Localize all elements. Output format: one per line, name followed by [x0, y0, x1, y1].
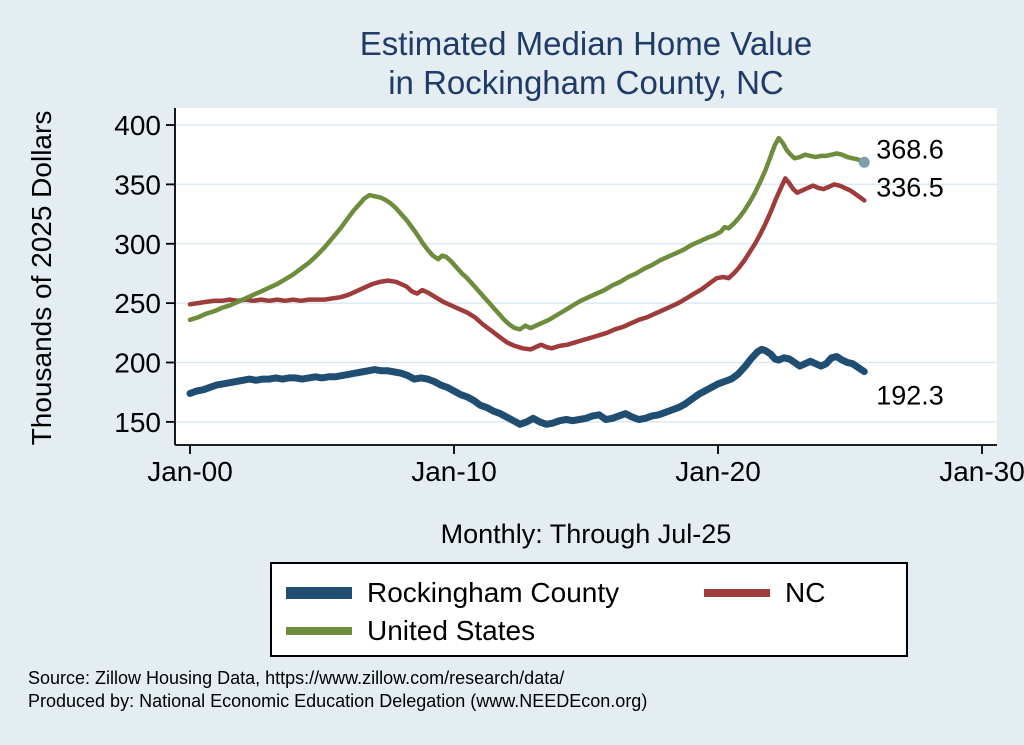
source-line: Source: Zillow Housing Data, https://www… — [28, 668, 565, 688]
series-line-rockingham-county — [186, 345, 868, 428]
plot-area — [175, 108, 997, 445]
legend-swatch-rockingham-county — [286, 587, 352, 599]
x-tick-label: Jan-20 — [675, 456, 761, 487]
x-tick-label: Jan-00 — [147, 456, 233, 487]
x-axis-subtitle: Monthly: Through Jul-25 — [440, 519, 732, 549]
chart-title-line1: Estimated Median Home Value — [359, 25, 813, 62]
y-tick-label: 250 — [114, 288, 161, 319]
legend-item-rockingham-county: Rockingham County — [286, 577, 619, 608]
legend-label-nc: NC — [785, 577, 826, 608]
series-end-marker — [858, 156, 870, 168]
legend-item-nc: NC — [704, 577, 825, 608]
y-axis-title: Thousands of 2025 Dollars — [26, 110, 57, 446]
source-attribution: Source: Zillow Housing Data, https://www… — [28, 667, 1008, 713]
series-end-label: 192.3 — [876, 381, 944, 411]
y-tick-label: 300 — [114, 229, 161, 260]
chart-legend: Rockingham County NC United States — [270, 562, 908, 657]
y-tick-label: 200 — [114, 348, 161, 379]
chart-title: Estimated Median Home Value in Rockingha… — [175, 24, 997, 102]
legend-label-united-states: United States — [367, 615, 536, 646]
series-end-label: 336.5 — [876, 172, 944, 202]
x-tick-label: Jan-10 — [411, 456, 497, 487]
produced-by-line: Produced by: National Economic Education… — [28, 691, 648, 711]
y-tick-label: 400 — [114, 110, 161, 141]
series-end-label: 368.6 — [876, 134, 944, 164]
y-tick-label: 350 — [114, 169, 161, 200]
legend-swatch-united-states — [286, 627, 352, 635]
legend-item-united-states: United States — [286, 615, 535, 646]
series-line-united-states — [187, 135, 867, 332]
series-line-nc — [187, 176, 867, 352]
legend-swatch-nc — [704, 589, 770, 597]
chart-title-line2: in Rockingham County, NC — [388, 64, 784, 101]
legend-label-rockingham-county: Rockingham County — [367, 577, 620, 608]
y-tick-label: 150 — [114, 407, 161, 438]
x-tick-label: Jan-30 — [939, 456, 1024, 487]
